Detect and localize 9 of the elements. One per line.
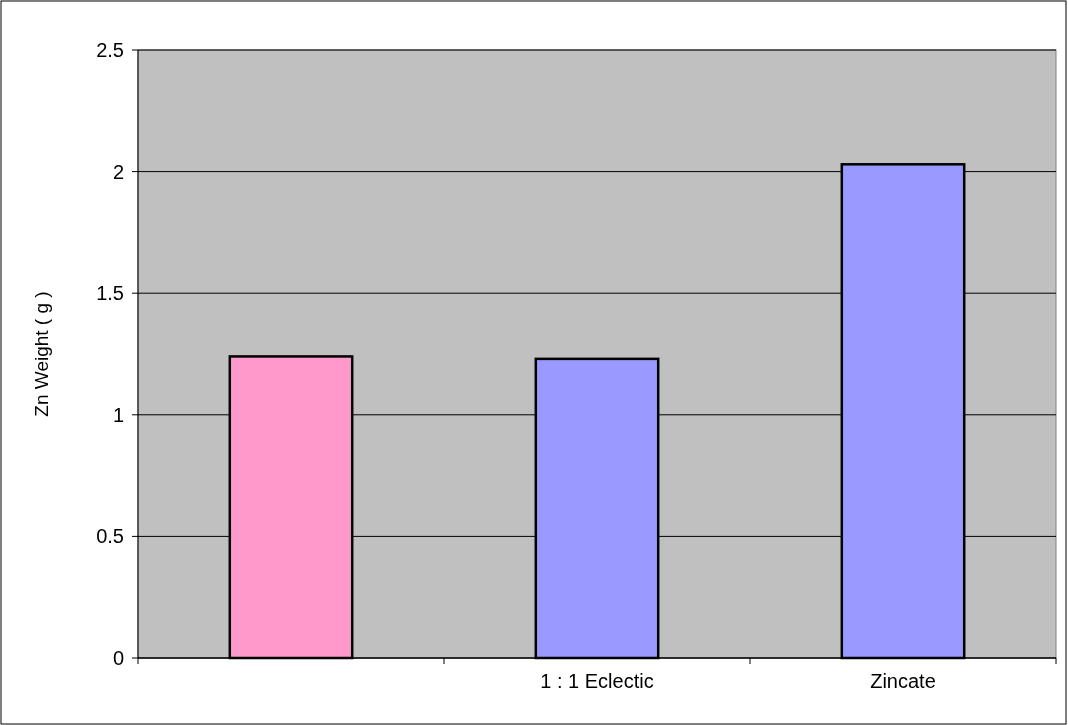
y-tick-label: 2 [112,160,124,183]
y-tick-label: 1 [112,403,124,426]
y-axis-title: Zn Weight ( g ) [31,291,52,417]
y-tick-label: 2.5 [96,39,124,61]
x-tick-label: Zincate [870,670,936,692]
y-tick-label: 0.5 [96,525,124,548]
x-tick-label: 1 : 1 Eclectic [540,670,654,692]
y-tick-label: 0 [112,647,124,669]
y-tick-label: 1.5 [96,282,124,305]
